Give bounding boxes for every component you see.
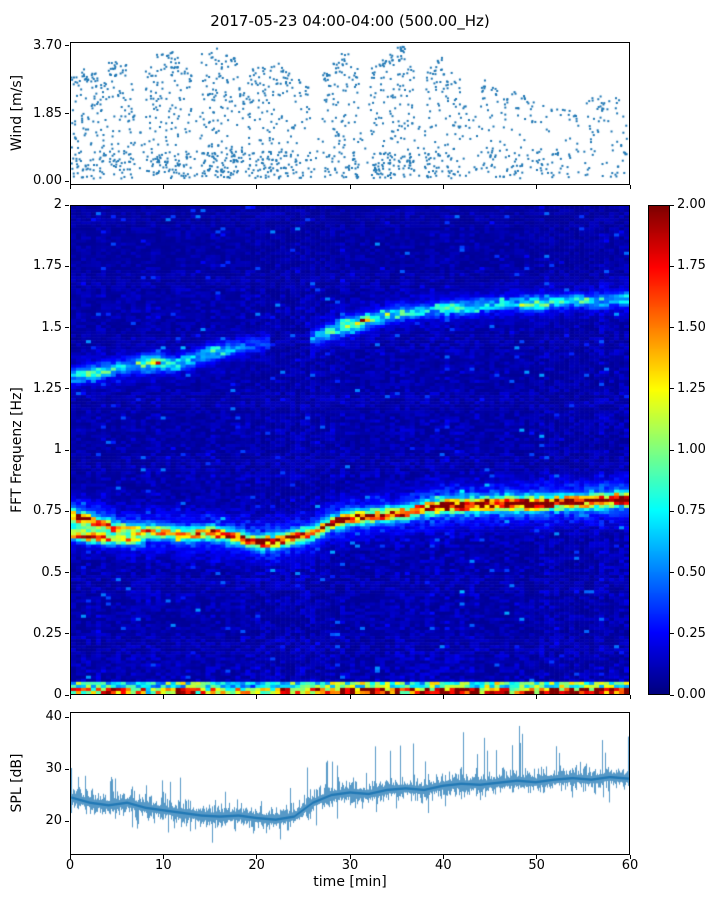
colorbar-tick-mark — [670, 694, 674, 696]
sound-pressure-level-ytick-mark — [65, 716, 69, 718]
wind-speed-xtick-mark — [629, 185, 631, 189]
figure-title: 2017-05-23 04:00-04:00 (500.00_Hz) — [210, 12, 490, 30]
spectrogram-plot-area — [70, 205, 630, 695]
x-tick-label: 0 — [65, 858, 75, 873]
fft-spectrogram-xtick-mark — [349, 695, 351, 699]
sound-pressure-level-xtick-mark — [349, 855, 351, 859]
fft-spectrogram-ytick-mark — [65, 572, 69, 573]
fft-spectrogram-ytick-mark — [65, 449, 69, 451]
wind-speed-ytick-mark — [65, 180, 69, 182]
wind-speed-ytick-mark — [65, 113, 69, 114]
fft-spectrogram-ytick-mark — [65, 694, 69, 696]
fft-spectrogram-ytick-mark — [65, 510, 69, 512]
colorbar-tick-label: 0.25 — [677, 625, 706, 641]
fft-spectrogram-ytick-label: 1.5 — [41, 319, 62, 335]
fft-spectrogram-xtick-mark — [629, 695, 631, 699]
x-tick-label: 60 — [621, 858, 639, 873]
fft-spectrogram-xtick-mark — [536, 695, 538, 699]
fft-spectrogram-ytick-mark — [65, 633, 69, 635]
wind-speed-xtick-mark — [256, 185, 258, 189]
sound-pressure-level-ytick-label: 30 — [45, 761, 62, 777]
fft-spectrogram-xtick-mark — [162, 695, 164, 699]
colorbar — [648, 205, 670, 695]
fft-spectrogram-ytick-mark — [65, 388, 69, 390]
sound-pressure-level-xtick-mark — [629, 855, 631, 859]
colorbar-canvas — [649, 206, 669, 694]
colorbar-tick-label: 1.50 — [677, 319, 706, 335]
sound-pressure-level-ytick-mark — [65, 820, 69, 822]
colorbar-tick-mark — [670, 204, 674, 206]
colorbar-tick-mark — [670, 265, 674, 267]
colorbar-tick-label: 1.25 — [677, 380, 706, 396]
x-tick-label: 50 — [528, 858, 545, 873]
fft-spectrogram-xtick-mark — [69, 695, 71, 699]
wind-speed-xtick-mark — [442, 185, 444, 189]
colorbar-tick-mark — [670, 633, 674, 635]
fft-spectrogram-ytick-label: 2 — [53, 197, 62, 212]
x-axis-label: time [min] — [313, 874, 387, 890]
spectrogram-canvas — [71, 206, 629, 694]
fft-spectrogram-ytick-label: 1.75 — [33, 258, 62, 274]
colorbar-tick-label: 0.50 — [677, 564, 706, 580]
x-tick-label: 30 — [341, 858, 359, 873]
wind-speed-xtick-mark — [69, 185, 71, 189]
wind-speed-ytick-label: 3.70 — [33, 37, 62, 53]
fft-spectrogram-ytick-label: 0.5 — [41, 564, 62, 580]
fft-spectrogram-ytick-label: 1.25 — [33, 380, 62, 396]
sound-pressure-level-xtick-mark — [162, 855, 164, 859]
wind-speed-xtick-mark — [162, 185, 164, 189]
fft-spectrogram-ytick-label: 0 — [53, 687, 62, 702]
sound-pressure-level-xtick-mark — [536, 855, 538, 859]
x-tick-label: 10 — [155, 858, 172, 873]
sound-pressure-level-ytick-label: 20 — [45, 813, 62, 829]
sound-pressure-level-xtick-mark — [256, 855, 258, 859]
colorbar-tick-label: 0.00 — [677, 687, 706, 702]
colorbar-tick-label: 1.75 — [677, 258, 706, 274]
fft-spectrogram-xtick-mark — [442, 695, 444, 699]
wind-speed-ytick-mark — [65, 45, 69, 47]
sound-pressure-level-ytick-label: 40 — [45, 709, 62, 725]
fft-spectrogram-ytick-label: 0.75 — [33, 503, 62, 519]
spl-line-canvas — [71, 713, 629, 854]
sound-pressure-level-xtick-mark — [69, 855, 71, 859]
wind-speed-ytick-label: 1.85 — [33, 105, 62, 121]
wind-speed-xtick-mark — [349, 185, 351, 189]
colorbar-tick-mark — [670, 449, 674, 451]
fft-spectrogram-xtick-mark — [256, 695, 258, 699]
spl-plot-area — [70, 712, 630, 855]
fft-spectrogram-ytick-mark — [65, 265, 69, 267]
fft-spectrogram-ytick-label: 1 — [53, 442, 62, 457]
colorbar-tick-label: 0.75 — [677, 503, 706, 519]
sound-pressure-level-ytick-mark — [65, 768, 69, 770]
wind-speed-xtick-mark — [536, 185, 538, 189]
wind-speed-ytick-label: 0.00 — [33, 173, 62, 189]
colorbar-tick-label: 2.00 — [677, 197, 706, 212]
wind-scatter-canvas — [71, 43, 629, 184]
fft-spectrogram-ytick-label: 0.25 — [33, 625, 62, 641]
x-tick-label: 20 — [248, 858, 265, 873]
fft-spectrogram-ytick-mark — [65, 327, 69, 328]
colorbar-tick-mark — [670, 388, 674, 390]
fft-spectrogram-ytick-mark — [65, 204, 69, 206]
colorbar-tick-label: 1.00 — [677, 442, 706, 457]
wind-plot-area — [70, 42, 630, 185]
sound-pressure-level-xtick-mark — [442, 855, 444, 859]
colorbar-tick-mark — [670, 327, 674, 328]
colorbar-tick-mark — [670, 572, 674, 573]
colorbar-tick-mark — [670, 510, 674, 512]
x-tick-label: 40 — [435, 858, 452, 873]
